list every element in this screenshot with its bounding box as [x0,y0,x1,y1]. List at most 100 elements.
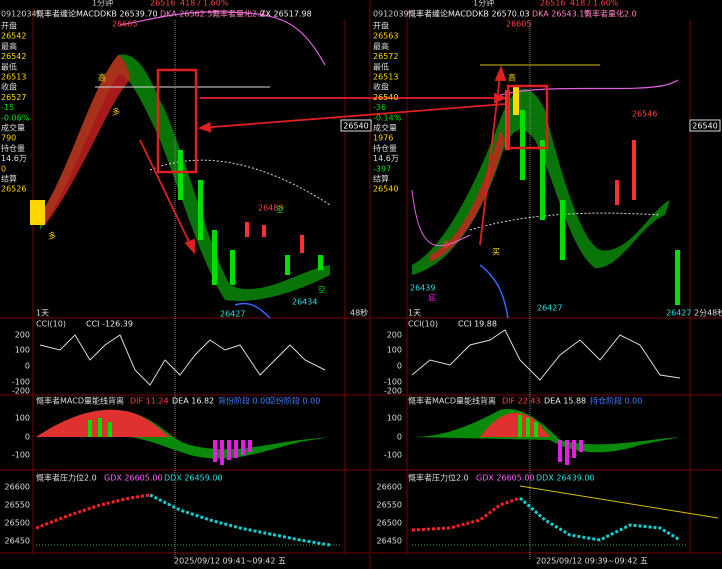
macd-item: DEA 15.88 [544,397,586,406]
pressure-item: DDX 26439.00 [536,474,595,483]
info-field: 26527 [1,93,26,102]
pressure-tick: 26550 [377,501,402,510]
cci-tick: 0 [397,362,402,371]
last-price: 26540 [343,122,368,131]
price-label: 26605 [506,20,531,29]
price-label: 2分48秒 [694,308,722,318]
pressure-title: 慨率者压力位2.0 [408,473,469,483]
info-field: 26563 [373,32,398,41]
cci-tick: -200 [12,387,30,396]
header-dka: DKA 26562.57 [160,10,217,19]
cci-title: CCI(10) [408,320,438,329]
info-field: 26526 [1,185,26,194]
info-field: 持仓量 [373,143,397,153]
header-quant: 慨率者量化2.0 [212,9,265,19]
price-label: 26488 [258,204,283,213]
signal-mark: 空 [318,285,326,295]
info-field: 成交量 [373,123,397,133]
info-field: -397 [373,164,391,173]
macd-tick: -100 [12,451,30,460]
info-field: 最高 [373,41,389,51]
macd-tick: 100 [387,414,402,423]
price-label: 26434 [292,298,317,307]
top-interval: 1分钟 [473,0,494,8]
header-indicator: 慨率者缠论MACD [36,9,100,19]
top-interval: 1分钟 [92,0,113,8]
price-label: 1天 [36,309,49,318]
top-change: 418 / 1.60% [570,0,619,8]
info-field: 开盘 [1,21,17,31]
signal-mark: 多 [442,240,450,250]
info-field: 1976 [373,134,393,143]
info-field: 26542 [1,52,26,61]
signal-mark: 多 [112,107,120,117]
pressure-tick: 26500 [5,519,30,528]
pressure-tick: 26550 [5,501,30,510]
info-field: 开盘 [373,21,389,31]
cci-tick: 100 [15,346,30,355]
cci-tick: -200 [384,387,402,396]
info-field: 收盘 [373,82,389,92]
macd-item: 空份阶段 0.00 [268,396,320,406]
info-field: 结算 [1,174,17,184]
header-indicator: 慨率者缠论MACD [408,9,472,19]
cci-tick: -100 [384,378,402,387]
header-dka: DKA 26543.17 [532,10,589,19]
info-field: 26540 [373,185,398,194]
header-quant: 慨率者量化2.0 [584,9,637,19]
cci-tick: 0 [25,362,30,371]
cci-tick: 200 [387,331,402,340]
signal-mark: 高 [508,73,516,83]
signal-mark: 底 [428,293,436,303]
date-range: 2025/09/12 09:39~09:42 五 [536,557,648,566]
top-change: 418 / 1.60% [180,0,229,8]
info-field: 最低 [373,61,389,71]
pressure-tick: 26450 [5,537,30,546]
cci-tick: 100 [387,346,402,355]
macd-tick: 0 [397,433,402,442]
info-field: -15 [1,103,14,112]
info-field: 26542 [1,32,26,41]
cci-title: CCI(10) [36,320,66,329]
macd-tick: 0 [25,433,30,442]
info-field: 最低 [1,61,17,71]
last-price-box [340,119,372,132]
date-range: 2025/09/12 09:41~09:42 五 [174,557,286,566]
signal-mark: 买 [492,248,500,257]
info-field: 26540 [373,93,398,102]
macd-item: DIF 22.43 [502,397,541,406]
macd-item: DIF 11.24 [130,397,169,406]
pressure-tick: 26600 [5,483,30,492]
info-field: 26513 [1,73,26,82]
code: 0912034! [1,10,40,19]
pressure-title: 慨率者压力位2.0 [36,473,97,483]
pressure-item: GDX 26605.00 [104,474,163,483]
pressure-tick: 26450 [377,537,402,546]
info-field: 持仓量 [1,143,25,153]
cci-value: CCI 19.88 [458,320,497,329]
info-field: 收盘 [1,82,17,92]
cci-value: CCI -126.39 [86,320,133,329]
header-zx: ZX 26517.98 [260,10,312,19]
pressure-tick: 26500 [377,519,402,528]
price-label: 26427 [220,310,245,319]
last-price: 26540 [692,122,717,131]
macd-tick: -100 [384,451,402,460]
header-dkb: DKB 26570.03 [472,10,530,19]
macd-item: 持仓阶段 0.00 [590,396,642,406]
info-field: 14.6万 [373,154,399,163]
info-field: 结算 [373,174,389,184]
pressure-item: DDX 26459.00 [164,474,223,483]
info-field: -36 [373,103,386,112]
price-label: 26427 [537,304,562,313]
last-price-box [689,119,721,132]
macd-tick: 100 [15,414,30,423]
code: 0912039 [373,10,409,19]
price-label: 26439 [410,284,435,293]
info-field: -0.14% [373,113,402,122]
